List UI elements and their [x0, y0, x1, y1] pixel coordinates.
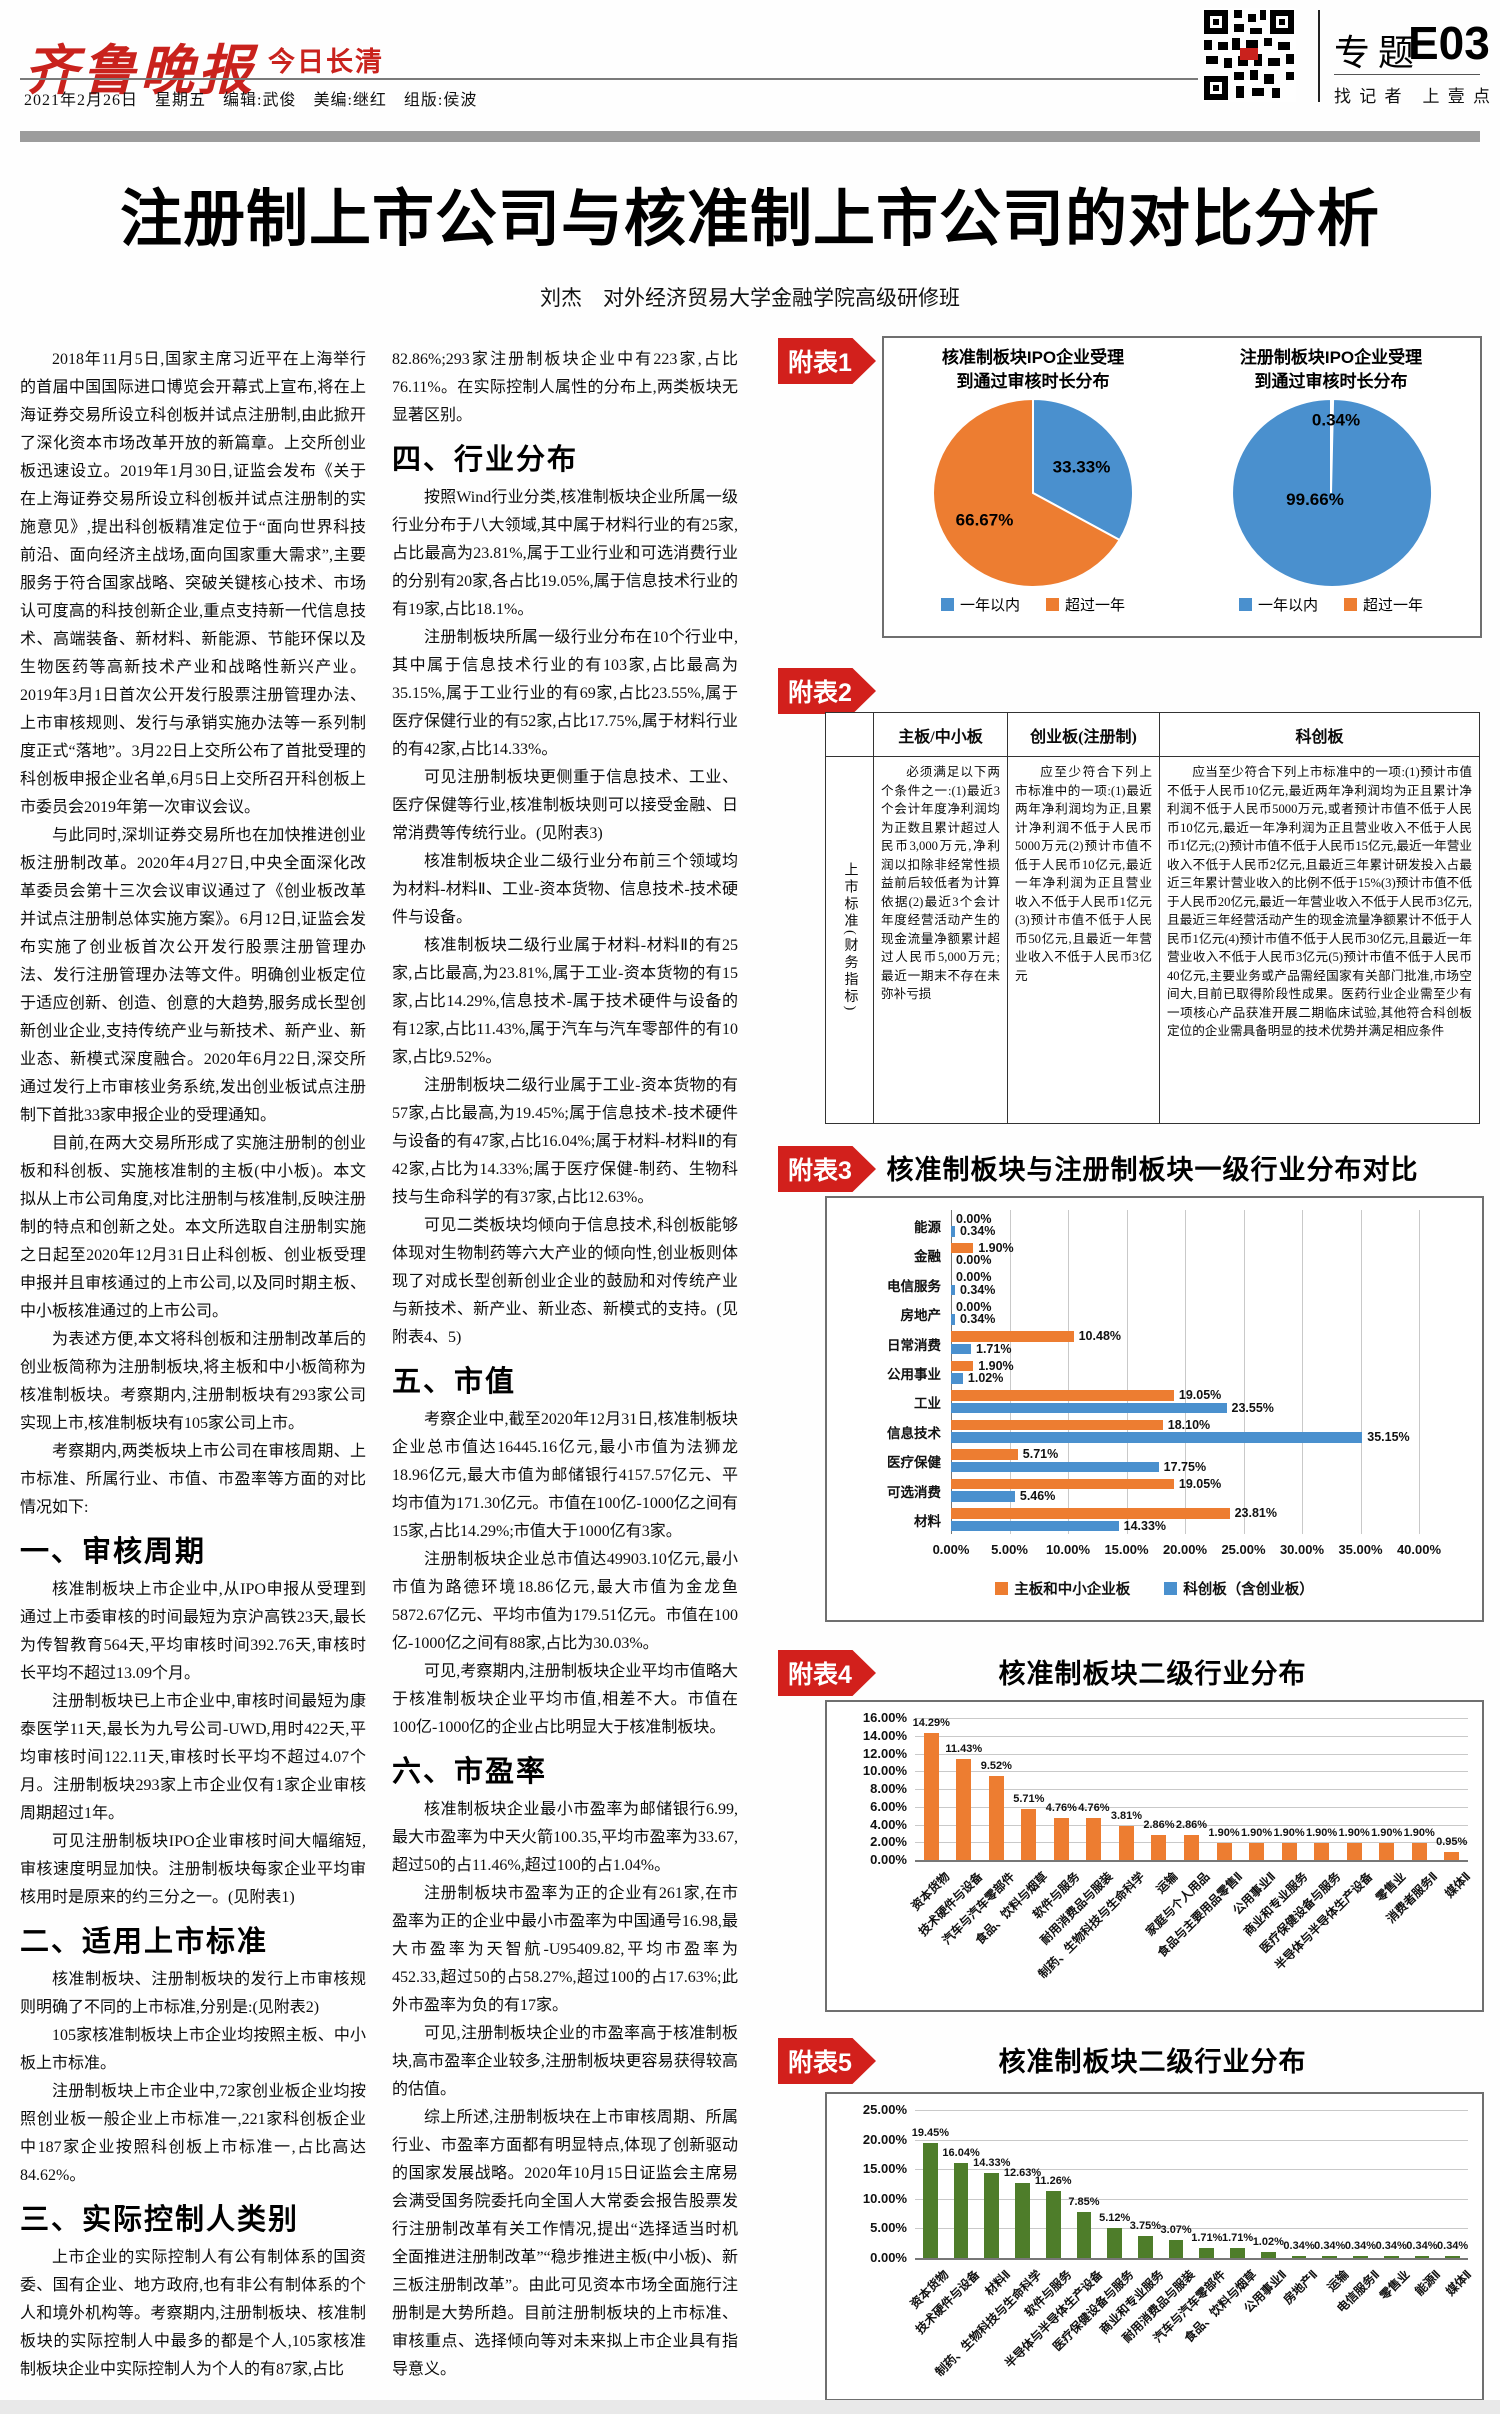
body-paragraph: 注册制板块已上市企业中,审核时间最短为康泰医学11天,最长为九号公司-UWD,用…	[20, 1693, 366, 1822]
body-paragraph: 考察期内,两类板块上市公司在审核周期、上市标准、所属行业、市值、市盈率等方面的对…	[20, 1443, 366, 1516]
body-paragraph: 注册制板块企业总市值达49903.10亿元,最小市值为路德环境18.86亿元,最…	[392, 1551, 738, 1652]
pie-panel: 核准制板块IPO企业受理 到通过审核时长分布 33.33% 66.67% 一年以内 超过一…	[884, 338, 1182, 636]
category-label: 媒体Ⅱ	[1442, 2267, 1474, 2299]
section-heading: 四、行业分布	[392, 444, 579, 476]
section-heading: 六、市盈率	[392, 1756, 548, 1788]
secondary-industry-chart-orange: 0.00% 2.00% 4.00% 6.00% 8.00% 10.00% 12.00% 14.…	[825, 1700, 1484, 2012]
body-paragraph: 按照Wind行业分类,核准制板块企业所属一级行业分布于八大领域,其中属于材料行业…	[392, 489, 738, 618]
section-heading: 五、市值	[392, 1366, 517, 1398]
section-label: 专题	[1334, 33, 1423, 73]
table-header-star: 科创板	[1159, 712, 1480, 757]
text-column-1: 2018年11月5日,国家主席习近平在上海举行的首届中国国际进口博览会开幕式上宣…	[20, 346, 366, 2398]
slogan: 找 记 者 上 壹 点	[1334, 87, 1492, 106]
header-divider	[1318, 10, 1320, 102]
body-paragraph: 注册制板块上市企业中,72家创业板企业均按照创业板一般企业上市标准一,221家科…	[20, 2083, 366, 2184]
pie-chart: 0.34% 99.66%	[1231, 397, 1434, 588]
appendix-badge-5: 附表5	[778, 2038, 876, 2084]
body-paragraph: 2018年11月5日,国家主席习近平在上海举行的首届中国国际进口博览会开幕式上宣…	[20, 351, 366, 816]
masthead-subtitle: 今日长清	[268, 47, 384, 77]
title-band	[20, 131, 1480, 142]
body-paragraph: 核准制板块上市企业中,从IPO申报从受理到通过上市委审核的时间最短为京沪高铁23…	[20, 1581, 366, 1682]
table-row-header: 上市标准(财务指标)	[825, 756, 874, 1124]
table-cell-chinext: 应至少符合下列上市标准中的一项:(1)最近两年净利润均为正,且累计净利润不低于人…	[1007, 756, 1160, 1124]
pie-title: 核准制板块IPO企业受理 到通过审核时长分布	[941, 348, 1125, 391]
body-paragraph: 目前,在两大交易所形成了实施注册制的创业板和科创板、实施核准制的主板(中小板)。…	[20, 1135, 366, 1320]
appendix-badge-3: 附表3	[778, 1146, 876, 1192]
body-paragraph: 可见,考察期内,注册制板块企业平均市值略大于核准制板块企业平均市值,相差不大。市…	[392, 1663, 738, 1736]
table-header-mainboard: 主板/中小板	[873, 712, 1008, 757]
svg-text:0.34%: 0.34%	[1312, 410, 1360, 429]
table-cell-star: 应当至少符合下列上市标准中的一项:(1)预计市值不低于人民币10亿元,最近两年净…	[1159, 756, 1480, 1124]
article-byline: 刘杰 对外经济贸易大学金融学院高级研修班	[540, 286, 960, 310]
appendix-badge-2: 附表2	[778, 668, 876, 714]
body-paragraph: 105家核准制板块上市企业均按照主板、中小板上市标准。	[20, 2027, 366, 2072]
table-cell-mainboard: 必须满足以下两个条件之一:(1)最近3个会计年度净利润均为正数且累计超过人民币3…	[873, 756, 1008, 1124]
pie-title: 注册制板块IPO企业受理 到通过审核时长分布	[1239, 348, 1423, 391]
svg-text:99.66%: 99.66%	[1286, 490, 1344, 509]
body-paragraph: 注册制板块市盈率为正的企业有261家,在市盈率为正的企业中最小市盈率为中国通号1…	[392, 1885, 738, 2014]
body-paragraph: 核准制板块企业最小市盈率为邮储银行6.99,最大市盈率为中天火箭100.35,平…	[392, 1801, 738, 1874]
header-right-rule	[1334, 74, 1480, 75]
category-label: 媒体Ⅱ	[1442, 1869, 1474, 1901]
body-paragraph: 核准制板块二级行业属于材料-材料Ⅱ的有25家,占比最高,为23.81%,属于工业…	[392, 937, 738, 1066]
body-paragraph: 与此同时,深圳证券交易所也在加快推进创业板注册制改革。2020年4月27日,中央…	[20, 827, 366, 1124]
body-paragraph: 注册制板块所属一级行业分布在10个行业中,其中属于信息技术行业的有103家,占比…	[392, 629, 738, 758]
appendix-badge-1: 附表1	[778, 338, 876, 384]
body-paragraph: 可见二类板块均倾向于信息技术,科创板能够体现对生物制药等六大产业的倾向性,创业板…	[392, 1217, 738, 1346]
category-label: 能源Ⅱ	[1412, 2267, 1444, 2299]
pie-chart: 33.33% 66.67%	[932, 397, 1134, 588]
body-paragraph: 核准制板块、注册制板块的发行上市审核规则明确了不同的上市标准,分别是:(见附表2…	[20, 1971, 366, 2016]
masthead-logo: 齐鲁晚报	[24, 41, 256, 101]
listing-standards-table: 主板/中小板 创业板(注册制) 科创板 上市标准(财务指标) 必须满足以下两个条…	[825, 712, 1480, 1124]
article-title: 注册制上市公司与核准制上市公司的对比分析	[119, 186, 1380, 254]
dateline: 2021年2月26日 星期五 编辑:武俊 美编:继红 组版:侯波	[24, 92, 478, 109]
body-paragraph: 可见注册制板块更侧重于信息技术、工业、医疗保健等行业,核准制板块则可以接受金融、…	[392, 769, 738, 842]
primary-industry-compare-chart: 0.00% 5.00% 10.00% 15.00% 20.00% 25.00% 30.00%…	[825, 1196, 1484, 1622]
header-rule	[20, 78, 1198, 80]
category-label: 零售业	[1377, 2267, 1413, 2303]
chart4-title: 核准制板块二级行业分布	[998, 1659, 1307, 1689]
text-column-2: 82.86%;293家注册制板块企业中有223家,占比76.11%。在实际控制人…	[392, 346, 738, 2398]
body-paragraph: 上市企业的实际控制人有公有制体系的国资委、国有企业、地方政府,也有非公有制体系的…	[20, 2249, 366, 2378]
section-heading: 三、实际控制人类别	[20, 2204, 300, 2236]
pie-legend: 一年以内 超过一年	[1238, 594, 1423, 615]
svg-text:66.67%: 66.67%	[956, 510, 1014, 529]
bottom-margin-strip	[0, 2400, 1500, 2414]
category-label: 房地产Ⅱ	[1280, 2267, 1321, 2307]
secondary-industry-chart-green: 0.00% 5.00% 10.00% 15.00% 20.00% 25.00% 19.45%…	[825, 2092, 1484, 2401]
qr-code	[1202, 8, 1296, 102]
body-paragraph: 可见注册制板块IPO企业审核时间大幅缩短,审核速度明显加快。注册制板块每家企业平…	[20, 1833, 366, 1906]
chart3-title: 核准制板块与注册制板块一级行业分布对比	[886, 1155, 1419, 1185]
page-number: E03	[1408, 17, 1490, 69]
body-paragraph: 综上所述,注册制板块在上市审核周期、所属行业、市盈率方面都有明显特点,体现了创新…	[392, 2109, 738, 2378]
pie-panel: 注册制板块IPO企业受理 到通过审核时长分布 0.34% 99.66% 一年以内 超过一年	[1182, 338, 1480, 636]
appendix-badge-4: 附表4	[778, 1650, 876, 1696]
body-paragraph: 核准制板块企业二级行业分布前三个领域均为材料-材料Ⅱ、工业-资本货物、信息技术-…	[392, 853, 738, 926]
chart-legend: 主板和中小企业板 科创板（含创业板）	[827, 1578, 1482, 1599]
table-header-chinext: 创业板(注册制)	[1007, 712, 1160, 757]
body-paragraph: 82.86%;293家注册制板块企业中有223家,占比76.11%。在实际控制人…	[392, 351, 738, 424]
section-heading: 二、适用上市标准	[20, 1926, 269, 1958]
body-paragraph: 注册制板块二级行业属于工业-资本货物的有57家,占比最高,为19.45%;属于信…	[392, 1077, 738, 1206]
section-heading: 一、审核周期	[20, 1536, 207, 1568]
body-paragraph: 为表述方便,本文将科创板和注册制改革后的创业板简称为注册制板块,将主板和中小板简…	[20, 1331, 366, 1432]
table-corner-cell	[825, 712, 874, 757]
ipo-duration-pie-charts: 核准制板块IPO企业受理 到通过审核时长分布 33.33% 66.67% 一年以内 超过一…	[882, 336, 1482, 638]
body-paragraph: 可见,注册制板块企业的市盈率高于核准制板块,高市盈率企业较多,注册制板块更容易获…	[392, 2025, 738, 2098]
pie-legend: 一年以内 超过一年	[940, 594, 1125, 615]
svg-text:33.33%: 33.33%	[1053, 458, 1111, 477]
body-paragraph: 考察企业中,截至2020年12月31日,核准制板块企业总市值达16445.16亿…	[392, 1411, 738, 1540]
chart5-title: 核准制板块二级行业分布	[998, 2047, 1307, 2077]
